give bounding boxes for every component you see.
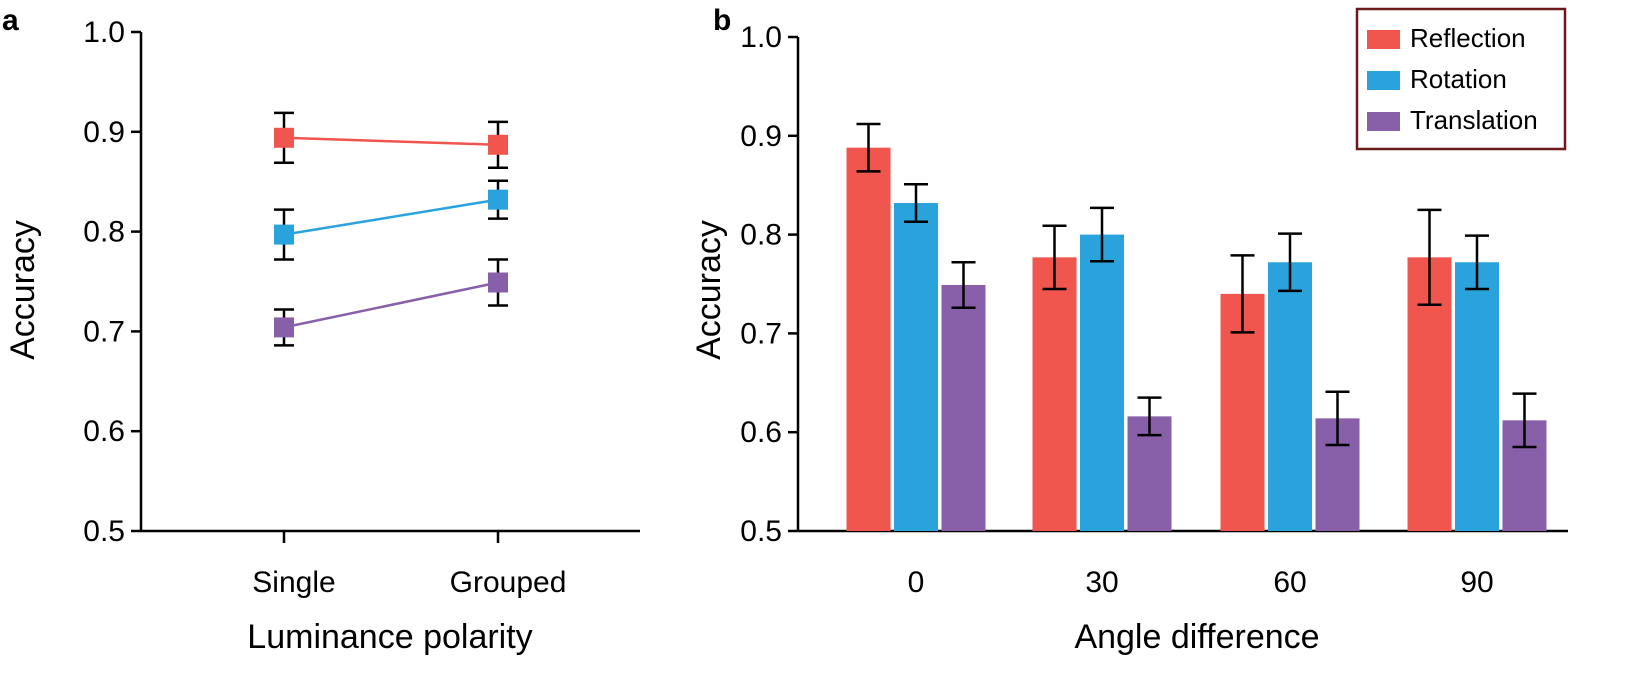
legend-swatch bbox=[1367, 71, 1400, 90]
legend-swatch bbox=[1367, 112, 1400, 131]
y-tick-label: 0.9 bbox=[740, 120, 782, 153]
panel-a-line-chart: 0.5 0.6 0.7 0.8 0.9 1.0 Single Grouped Luminance… bbox=[4, 16, 640, 656]
data-marker bbox=[274, 317, 294, 338]
data-marker bbox=[488, 189, 508, 210]
y-tick-label: 0.6 bbox=[83, 415, 125, 448]
x-tick-label: 60 bbox=[1273, 566, 1306, 599]
series-line bbox=[283, 136, 499, 147]
legend-label: Translation bbox=[1410, 105, 1538, 135]
x-tick-label: Single bbox=[252, 566, 335, 599]
x-tick-label: 30 bbox=[1085, 566, 1118, 599]
bar bbox=[1455, 262, 1499, 531]
data-marker bbox=[488, 272, 508, 293]
y-tick-label: 0.8 bbox=[83, 216, 125, 249]
y-tick-label: 0.5 bbox=[83, 515, 125, 548]
x-axis-title: Luminance polarity bbox=[247, 618, 532, 656]
x-axis-title: Angle difference bbox=[1074, 618, 1319, 656]
data-marker bbox=[488, 134, 508, 155]
bar bbox=[1032, 257, 1077, 531]
y-tick-label: 0.6 bbox=[740, 416, 782, 449]
series-line bbox=[283, 198, 499, 236]
x-tick-label: Grouped bbox=[450, 566, 567, 599]
legend-label: Reflection bbox=[1410, 23, 1526, 53]
x-tick-label: 0 bbox=[908, 566, 925, 599]
bar bbox=[894, 202, 938, 531]
y-tick-label: 0.9 bbox=[83, 116, 125, 149]
legend-swatch bbox=[1367, 30, 1400, 49]
panel-letter-a: a bbox=[2, 4, 19, 37]
bar bbox=[1080, 234, 1124, 531]
y-tick-label: 0.8 bbox=[740, 219, 782, 252]
y-axis-title: Accuracy bbox=[4, 220, 42, 360]
y-tick-label: 0.7 bbox=[740, 317, 782, 350]
bar bbox=[846, 147, 891, 531]
legend: Reflection Rotation Translation bbox=[1355, 7, 1567, 151]
legend-label: Rotation bbox=[1410, 64, 1507, 94]
x-tick-label: 90 bbox=[1460, 566, 1493, 599]
data-marker bbox=[274, 224, 294, 245]
panel-b-bar-chart: 0.5 0.6 0.7 0.8 0.9 1.0 0 30 60 90 Angle differenc… bbox=[690, 7, 1568, 656]
bar bbox=[941, 284, 986, 531]
series-line bbox=[283, 281, 499, 329]
y-tick-label: 0.7 bbox=[83, 315, 125, 348]
panel-letter-b: b bbox=[713, 4, 731, 37]
y-axis-title: Accuracy bbox=[690, 220, 728, 360]
bar bbox=[1268, 262, 1312, 531]
y-tick-label: 1.0 bbox=[83, 16, 125, 49]
y-tick-label: 1.0 bbox=[740, 21, 782, 54]
y-tick-label: 0.5 bbox=[740, 515, 782, 548]
data-marker bbox=[274, 127, 294, 148]
